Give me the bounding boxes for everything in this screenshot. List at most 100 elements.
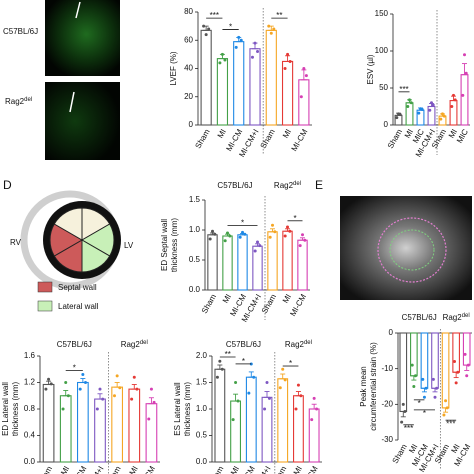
y-tick-label: 1.0 [196,404,208,413]
data-point [431,377,435,381]
legend-label: Septal wall [58,283,97,292]
data-point [406,105,410,108]
x-tick-label: MI [281,293,293,305]
arrow [69,91,75,113]
data-point [213,232,217,236]
significance-label: * [423,409,426,418]
data-point [294,407,298,411]
y-tick-label: 0.0 [196,457,208,466]
x-tick-label: Sham [36,464,54,474]
bar [460,74,469,126]
significance-label: ** [225,350,231,359]
data-point [299,95,303,99]
x-tick-label: MI [128,465,140,474]
y-axis-label: ESV (µl) [366,54,375,84]
data-point [202,24,206,28]
y-tick-label: 0.5 [196,431,208,440]
data-point [456,370,460,374]
data-point [250,55,254,59]
data-point [464,71,468,75]
y-tick-label: 20 [184,92,193,101]
significance-label: * [418,399,421,408]
bar [237,234,248,291]
data-point [130,397,134,401]
y-axis-label: Peak mean [359,366,368,406]
data-point [47,377,51,381]
y-tick-label: -10 [381,364,393,373]
data-point [273,230,277,234]
bar [410,332,418,377]
data-point [453,98,457,102]
data-point [204,33,208,37]
y-tick-label: 1.5 [189,195,201,204]
data-point [241,230,244,234]
y-tick-label: 1.6 [24,351,36,360]
bar [281,60,294,126]
x-tick-label: MI [449,443,461,455]
data-point [226,231,229,235]
data-point [401,402,405,406]
data-point [296,383,300,387]
data-point [286,52,290,56]
x-tick-label: Sham [104,464,122,474]
y-axis-label: ES Lateral wall [173,382,182,436]
data-point [147,417,151,421]
group-label: Rag2del [274,181,301,191]
data-point [304,74,308,78]
bar [207,234,218,291]
data-point [450,105,454,108]
data-point [149,387,153,391]
data-point [132,375,136,379]
bar [297,239,308,291]
bar [267,231,278,291]
y-axis-label: LVEF (%) [169,51,178,85]
group-label: C57BL/6J [226,340,261,349]
x-tick-label: MI-CM [290,127,310,153]
bar [76,381,89,463]
data-point [312,396,316,400]
y-tick-label: 0 [189,120,194,129]
group-label: C57BL/6J [217,181,252,190]
y-tick-label: -30 [381,435,393,444]
panel-label: E [315,178,323,192]
data-point [421,377,425,381]
data-point [439,117,443,121]
data-point [112,394,116,398]
data-point [281,367,285,371]
significance-label: *** [446,419,455,428]
significance-label: * [241,219,244,228]
y-axis-label: circumferential strain (%) [369,342,378,431]
data-point [115,374,119,378]
y-tick-label: 0.0 [24,457,36,466]
bar [230,400,241,463]
data-point [278,386,282,390]
significance-label: *** [210,11,219,20]
data-point [424,386,428,390]
y-tick-label: 60 [184,35,193,44]
bar [59,395,72,463]
y-tick-label: 0.4 [24,431,36,440]
data-point [422,395,426,399]
bar [42,383,55,463]
x-tick-label: MI [221,293,233,305]
data-point [441,112,444,116]
data-point [66,394,70,398]
data-point [98,387,102,391]
data-point [238,235,242,239]
data-point [118,386,122,390]
y-tick-label: 0.5 [189,255,201,264]
data-point [271,223,274,227]
significance-label: * [73,364,76,373]
x-tick-label: MI [407,443,419,455]
bar [252,245,263,291]
x-tick-label: MI-CM+I [249,465,272,474]
group-label: Rag2del [285,340,312,350]
bar [308,408,320,463]
data-point [409,101,413,105]
x-tick-label: MI-CM [237,464,257,474]
data-point [269,31,273,35]
image [45,82,120,160]
significance-label: ** [276,11,282,20]
